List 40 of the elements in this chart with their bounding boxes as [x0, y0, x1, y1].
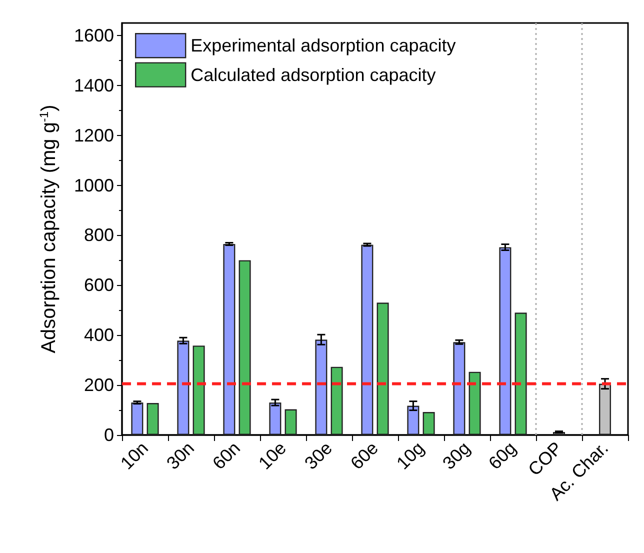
bar	[599, 384, 611, 435]
bar	[499, 247, 512, 435]
x-tick-label: 10e	[254, 438, 290, 474]
bar	[131, 402, 144, 435]
bar	[407, 406, 420, 435]
x-tick-label: 10n	[116, 438, 152, 474]
bar	[514, 312, 527, 435]
bar	[376, 302, 389, 435]
y-tick-label: 1000	[74, 175, 114, 196]
legend-label: Calculated adsorption capacity	[190, 64, 436, 85]
y-tick-label: 1600	[74, 25, 114, 46]
bar	[192, 346, 205, 435]
bar	[269, 402, 282, 435]
y-axis-title: Adsorption capacity (mg g-1)	[37, 104, 60, 354]
x-tick-label: 30g	[438, 438, 474, 474]
x-tick-label: 60g	[484, 438, 520, 474]
x-tick-label: 60n	[208, 438, 244, 474]
bar	[453, 342, 466, 435]
x-tick-label: 10g	[392, 438, 428, 474]
bar	[146, 403, 159, 435]
x-tick-label: 60e	[346, 438, 382, 474]
bar	[284, 409, 297, 435]
bar	[330, 366, 343, 435]
bar	[238, 260, 251, 435]
bar	[361, 244, 374, 435]
y-tick-label: 600	[84, 275, 114, 296]
bar	[223, 244, 236, 435]
bar	[315, 340, 328, 435]
y-tick-label: 200	[84, 375, 114, 396]
bar	[177, 340, 190, 435]
bar	[468, 372, 481, 435]
y-tick-label: 1200	[74, 125, 114, 146]
y-tick-label: 0	[104, 425, 114, 445]
x-tick-label: 30n	[162, 438, 198, 474]
y-tick-label: 1400	[74, 75, 114, 96]
legend-label: Experimental adsorption capacity	[190, 36, 456, 56]
bar	[422, 412, 435, 435]
y-tick-label: 400	[84, 325, 114, 346]
x-tick-label: 30e	[300, 438, 336, 474]
y-tick-label: 800	[84, 225, 114, 246]
